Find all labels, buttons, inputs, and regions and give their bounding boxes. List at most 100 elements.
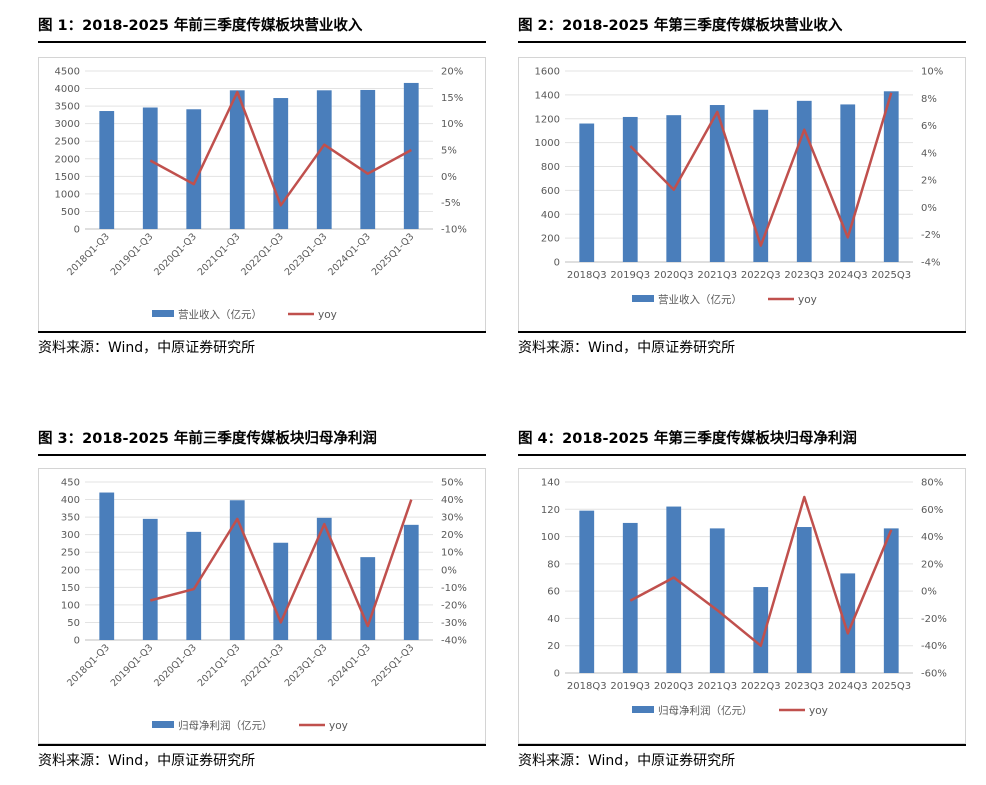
bar (753, 587, 769, 673)
x-tick-label: 2021Q1-Q3 (196, 231, 243, 278)
figure-2-panel: 图 2：2018-2025 年第三季度传媒板块营业收入 0 200 400 600 80… (518, 13, 966, 363)
bar (753, 109, 769, 262)
x-tick-label: 2018Q1-Q3 (65, 642, 112, 689)
figure-4-frame: 0 20 40 60 80 100 120 140 -60% -40% -20% 0% 20% 40% 60… (518, 468, 966, 744)
bar (316, 90, 332, 229)
bar (796, 100, 812, 262)
x-tick-label: 2023Q3 (784, 681, 824, 692)
y-right-tick-label: -40% (441, 636, 467, 647)
x-tick-label: 2021Q3 (697, 681, 737, 692)
y-left-tick-label: 150 (61, 583, 80, 594)
x-tick-label: 2024Q3 (828, 270, 868, 281)
bar (883, 528, 899, 673)
figure-3-title: 图 3：2018-2025 年前三季度传媒板块归母净利润 (38, 431, 377, 447)
legend-bar-label: 归母净利润（亿元） (658, 704, 753, 717)
figure-1-frame: 0 500 1000 1500 2000 2500 3000 3500 4000 4500 -10%… (38, 57, 486, 333)
x-tick-label: 2025Q1-Q3 (370, 231, 417, 278)
y-left-tick-label: 1000 (535, 138, 560, 149)
legend-bar-swatch (152, 721, 174, 728)
y-right-tick-label: 10% (441, 119, 463, 130)
y-right-tick-label: 0% (441, 565, 457, 576)
y-right-tick-label: 50% (441, 478, 463, 489)
x-tick-label: 2018Q3 (567, 681, 607, 692)
y-right-tick-label: -20% (441, 600, 467, 611)
y-left-tick-label: 400 (541, 210, 560, 221)
y-left-tick-label: 1200 (535, 114, 560, 125)
bar (186, 531, 202, 640)
y-right-tick-label: 0% (921, 587, 937, 598)
y-left-tick-label: 350 (61, 513, 80, 524)
figure-3-top-rule (38, 454, 486, 456)
figure-1-bottom-rule (38, 331, 486, 333)
y-right-tick-label: 60% (921, 505, 943, 516)
figure-2-title: 图 2：2018-2025 年第三季度传媒板块营业收入 (518, 18, 843, 34)
x-tick-label: 2020Q3 (654, 681, 694, 692)
figure-2-top-rule (518, 41, 966, 43)
bar (229, 500, 245, 640)
yoy-line (629, 495, 893, 647)
y-right-tick-label: -4% (921, 258, 940, 269)
figure-3-bottom-rule (38, 744, 486, 746)
x-tick-label: 2019Q3 (610, 681, 650, 692)
y-right-tick-label: 20% (441, 530, 463, 541)
y-left-tick-label: 0 (554, 669, 560, 680)
legend-bar-swatch (632, 706, 654, 713)
y-left-tick-label: 0 (554, 258, 560, 269)
legend-line-label: yoy (318, 309, 337, 321)
legend-line-label: yoy (329, 720, 348, 732)
y-right-tick-label: 15% (441, 93, 463, 104)
bar (229, 90, 245, 229)
bar (622, 116, 638, 262)
y-left-tick-label: 60 (547, 587, 560, 598)
bar (883, 91, 899, 262)
y-left-tick-label: 20 (547, 641, 560, 652)
figure-4-source: 资料来源：Wind，中原证券研究所 (518, 753, 736, 769)
y-right-tick-label: -30% (441, 618, 467, 629)
x-tick-label: 2019Q3 (610, 270, 650, 281)
legend-bar-swatch (632, 295, 654, 302)
legend-bar-label: 营业收入（亿元） (178, 308, 262, 321)
figure-4-panel: 图 4：2018-2025 年第三季度传媒板块归母净利润 0 20 40 60 80 10… (518, 426, 966, 776)
x-tick-label: 2024Q1-Q3 (326, 642, 373, 689)
legend-bar-label: 营业收入（亿元） (658, 293, 742, 306)
y-left-tick-label: 1600 (535, 67, 560, 78)
y-left-tick-label: 100 (61, 600, 80, 611)
y-right-tick-label: -10% (441, 225, 467, 236)
x-tick-label: 2023Q1-Q3 (283, 642, 330, 689)
bar (709, 528, 725, 673)
figure-2-chart: 0 200 400 600 800 1000 1200 1400 1600 -4% -2% 0% 2% 4… (535, 67, 944, 307)
x-tick-label: 2022Q3 (741, 270, 781, 281)
x-tick-label: 2022Q1-Q3 (239, 642, 286, 689)
bar (142, 107, 158, 229)
y-left-tick-label: 40 (547, 614, 560, 625)
y-right-tick-label: 5% (441, 146, 457, 157)
y-left-tick-label: 80 (547, 559, 560, 570)
bar (796, 527, 812, 673)
figure-1-chart: 0 500 1000 1500 2000 2500 3000 3500 4000 4500 -10%… (55, 67, 467, 322)
y-right-tick-label: 4% (921, 148, 937, 159)
y-left-tick-label: 100 (541, 532, 560, 543)
figure-1-top-rule (38, 41, 486, 43)
figure-3-source: 资料来源：Wind，中原证券研究所 (38, 753, 256, 769)
bar (186, 109, 202, 229)
yoy-line (629, 92, 893, 247)
bar (360, 89, 376, 230)
x-tick-label: 2021Q3 (697, 270, 737, 281)
y-right-tick-label: 2% (921, 176, 937, 187)
figure-2-source: 资料来源：Wind，中原证券研究所 (518, 340, 736, 356)
x-tick-label: 2020Q3 (654, 270, 694, 281)
y-left-tick-label: 1000 (55, 189, 80, 200)
y-right-tick-label: -60% (921, 669, 947, 680)
y-left-tick-label: 800 (541, 162, 560, 173)
x-tick-label: 2022Q1-Q3 (239, 231, 286, 278)
bar (579, 123, 595, 263)
y-left-tick-label: 1500 (55, 172, 80, 183)
y-right-tick-label: 8% (921, 94, 937, 105)
yoy-line (149, 499, 413, 628)
y-left-tick-label: 200 (541, 234, 560, 245)
y-right-tick-label: 10% (441, 548, 463, 559)
legend-line-label: yoy (798, 294, 817, 306)
bar (273, 542, 289, 640)
y-left-tick-label: 140 (541, 478, 560, 489)
figure-1-panel: 图 1：2018-2025 年前三季度传媒板块营业收入 0 500 1000 1500… (38, 13, 486, 363)
